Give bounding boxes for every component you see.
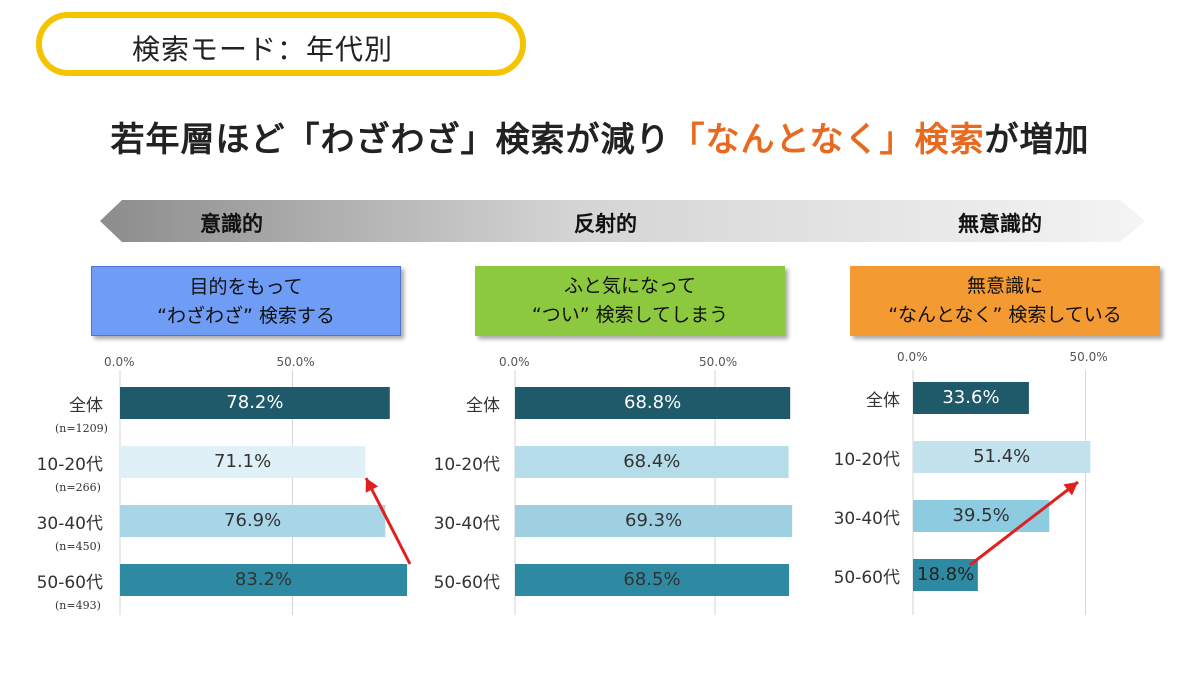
bar-value-label: 71.1% [214, 451, 272, 472]
sample-size-label: (n=1209) [55, 422, 108, 435]
bar-value-label: 68.4% [623, 451, 681, 472]
bar-value-label: 68.5% [623, 569, 681, 590]
chart-svg [912, 370, 1091, 615]
category-label: 全体 [466, 396, 500, 416]
tick-label: 0.0% [897, 350, 928, 364]
sample-size-label: (n=450) [55, 540, 101, 553]
category-label: 50-60代 [433, 573, 500, 593]
category-label: 30-40代 [433, 514, 500, 534]
bar [515, 446, 789, 478]
category-label: 10-20代 [36, 455, 103, 475]
tick-label: 50.0% [276, 355, 315, 369]
chart-svg [514, 370, 793, 615]
category-label: 50-60代 [833, 568, 900, 588]
category-label: 30-40代 [833, 509, 900, 529]
category-label: 30-40代 [36, 514, 103, 534]
category-label: 全体 [69, 396, 103, 416]
headline-part1: 若年層ほど「わざわざ」検索が減り [110, 120, 671, 160]
tick-label: 0.0% [499, 355, 530, 369]
mode-label: 検索モード：年代別 [132, 33, 394, 66]
bar [120, 505, 386, 537]
bar-value-label: 76.9% [224, 510, 282, 531]
category-box-line: “なんとなく” 検索している [888, 304, 1122, 326]
bar-value-label: 69.3% [625, 510, 683, 531]
category-box-line: 目的をもって [189, 276, 303, 298]
bar-value-label: 78.2% [226, 392, 284, 413]
bar [913, 500, 1050, 532]
spectrum-band: 意識的 反射的 無意識的 [0, 190, 1200, 252]
spectrum-center-label: 反射的 [574, 212, 637, 236]
bar-value-label: 39.5% [952, 505, 1010, 526]
category-label: 10-20代 [433, 455, 500, 475]
bar-value-label: 33.6% [942, 387, 1000, 408]
tick-label: 50.0% [1069, 350, 1108, 364]
sample-size-label: (n=266) [55, 481, 101, 494]
chart-svg [119, 370, 412, 615]
spectrum-arrow [100, 200, 1145, 242]
category-box-line: 無意識に [966, 275, 1043, 297]
category-box-line: “つい” 検索してしまう [531, 304, 729, 326]
category-box-reflexive: ふと気になって “つい” 検索してしまう [475, 266, 785, 336]
spectrum-right-label: 無意識的 [958, 212, 1042, 236]
category-box-line: ふと気になって [563, 275, 697, 297]
trend-arrow [364, 477, 412, 565]
category-label: 全体 [866, 391, 900, 411]
bar-value-label: 68.8% [624, 392, 682, 413]
headline: 若年層ほど「わざわざ」検索が減り「なんとなく」検索が増加 [0, 112, 1200, 161]
trend-arrow [969, 480, 1079, 567]
bar [913, 559, 978, 591]
bar [120, 564, 408, 596]
bar [515, 505, 793, 537]
sample-size-label: (n=493) [55, 599, 101, 612]
bar-value-label: 18.8% [917, 564, 975, 585]
chart-panel-deliberate: 0.0% 50.0% 78.2% 全体 (n=1209) 71.1% 10-20代 (n=26… [0, 350, 420, 620]
bar [913, 382, 1029, 414]
mode-pill: 検索モード：年代別 [36, 12, 526, 76]
headline-accent: 「なんとなく」検索 [670, 120, 985, 160]
chart-panel-reflexive: 0.0% 50.0% 68.8% 全体 68.4% 10-20代 69.3% 30-40代 68… [410, 350, 800, 620]
tick-label: 0.0% [104, 355, 135, 369]
category-box-line: “わざわざ” 検索する [157, 305, 335, 327]
category-label: 10-20代 [833, 450, 900, 470]
spectrum-left-label: 意識的 [200, 212, 263, 236]
bar [120, 387, 390, 419]
bar-value-label: 51.4% [973, 446, 1031, 467]
bar [515, 387, 791, 419]
bar [120, 446, 366, 478]
chart-panel-unconscious: 0.0% 50.0% 33.6% 全体 51.4% 10-20代 39.5% 30-40代 18… [800, 350, 1200, 620]
bar [515, 564, 789, 596]
bar [913, 441, 1091, 473]
category-label: 50-60代 [36, 573, 103, 593]
tick-label: 50.0% [699, 355, 738, 369]
bar-value-label: 83.2% [234, 569, 293, 590]
category-box-deliberate: 目的をもって “わざわざ” 検索する [91, 266, 401, 336]
category-box-unconscious: 無意識に “なんとなく” 検索している [850, 266, 1160, 336]
headline-part2: が増加 [984, 120, 1090, 160]
